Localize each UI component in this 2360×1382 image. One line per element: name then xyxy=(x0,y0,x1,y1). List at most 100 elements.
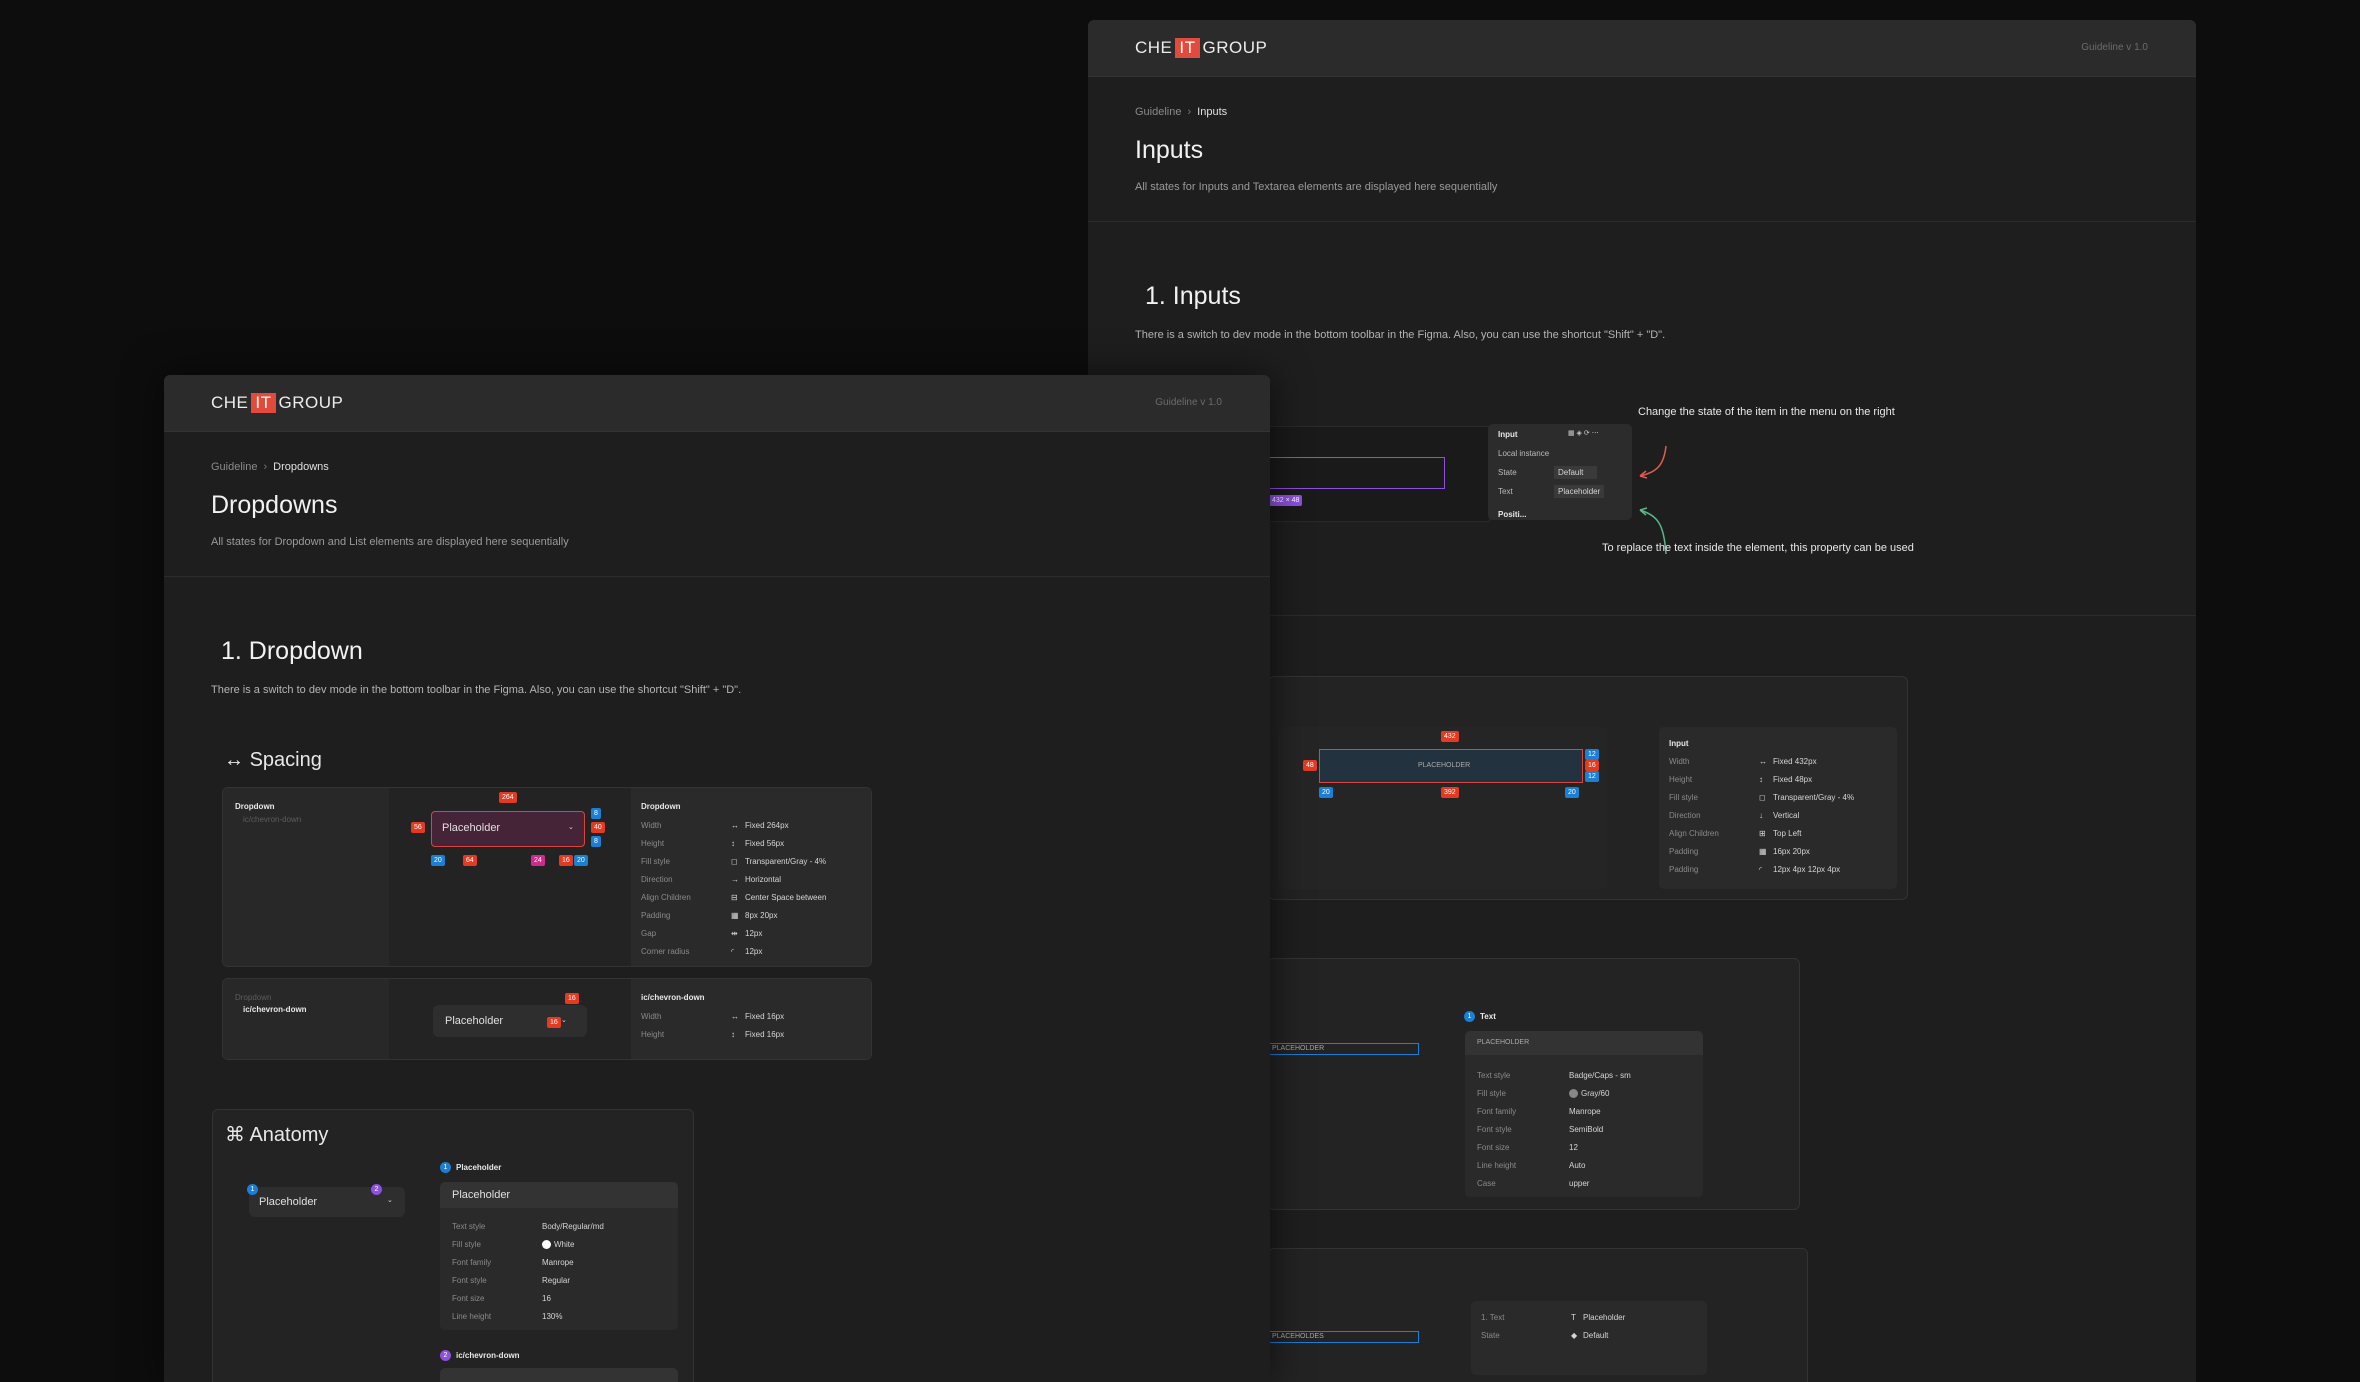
prop-value: Badge/Caps - sm xyxy=(1569,1071,1631,1080)
prop-value: Transparent/Gray - 4% xyxy=(1773,793,1855,802)
breadcrumb-current: Inputs xyxy=(1197,106,1228,118)
anatomy-preview-text: Placeholder xyxy=(259,1196,318,1208)
figma-properties-panel: Input ▦ ◈ ⟳ ⋯ Local instance State Defau… xyxy=(1488,424,1632,520)
prop-value: 12 xyxy=(1569,1143,1578,1152)
padding-icon: ▦ xyxy=(1759,847,1767,856)
prop-label: Line height xyxy=(452,1312,492,1321)
padding-tag: 12 xyxy=(1585,749,1599,760)
divider xyxy=(1088,221,2196,222)
align-icon: ⊞ xyxy=(1759,829,1766,838)
padding-icon: ▦ xyxy=(731,911,739,920)
align-icon: ⊟ xyxy=(731,893,738,902)
chevron-right-icon: › xyxy=(263,461,268,473)
prop-value: Gray/60 xyxy=(1581,1089,1610,1098)
prop-label: Text style xyxy=(452,1222,486,1231)
item-number-badge: 1 xyxy=(1464,1011,1475,1022)
prop-label: Padding xyxy=(1669,865,1699,874)
prop-label: Font style xyxy=(1477,1125,1512,1134)
breadcrumb-root[interactable]: Guideline xyxy=(1135,106,1182,118)
section-title: 1. Inputs xyxy=(1145,282,1241,310)
prop-value: Fixed 56px xyxy=(745,839,785,848)
row: Align Children ⊞ Top Left xyxy=(1659,829,1897,847)
prop-label: Fill style xyxy=(641,857,670,866)
prop-value: 16px 20px xyxy=(1773,847,1810,856)
figma-canvas-preview: 432 × 48 xyxy=(1268,426,1490,522)
fill-icon: ◻ xyxy=(731,857,738,866)
prop-label: State xyxy=(1481,1331,1500,1340)
selected-input-outline xyxy=(1269,457,1445,489)
row: Padding ◜ 12px 4px 12px 4px xyxy=(1659,865,1897,883)
divider xyxy=(1088,615,2196,616)
command-icon: ⌘ xyxy=(225,1124,245,1146)
prop-label: Align Children xyxy=(641,893,691,902)
prop-value: Center Space between xyxy=(745,893,827,902)
prop-value: White xyxy=(554,1240,575,1249)
inner-width-tag: 392 xyxy=(1441,787,1459,798)
panel-toolbar-icons[interactable]: ▦ ◈ ⟳ ⋯ xyxy=(1568,430,1599,437)
prop-label: Font size xyxy=(1477,1143,1510,1152)
input-spacing-card: PLACEHOLDER 432 48 12 16 12 20 392 20 In… xyxy=(1268,676,1908,900)
anatomy-heading: ⌘ Anatomy xyxy=(225,1122,328,1147)
height-icon: ↕ xyxy=(731,839,735,848)
width-tag: 264 xyxy=(499,792,517,803)
prop-value: Horizontal xyxy=(745,875,782,884)
item-number-badge: 1 xyxy=(440,1162,451,1173)
input-preview-placeholder: PLACEHOLDER xyxy=(1418,762,1471,769)
logo-text-it: IT xyxy=(251,393,276,413)
prop-label: Direction xyxy=(1669,811,1701,820)
row: Fill style ◻ Transparent/Gray - 4% xyxy=(1659,793,1897,811)
prop-value: 8px 20px xyxy=(745,911,778,920)
direction-icon: → xyxy=(731,875,739,884)
dropdown-preview-text: Placeholder xyxy=(442,822,501,834)
spacing-heading: ↔ Spacing xyxy=(224,749,322,772)
section-title: 1. Dropdown xyxy=(221,637,363,665)
prop-label: Width xyxy=(641,821,662,830)
text-property-input[interactable]: Placeholder xyxy=(1554,485,1605,498)
local-instance-label[interactable]: Local instance xyxy=(1498,449,1550,458)
page-header: CHE IT GROUP Guideline v 1.0 xyxy=(1088,20,2196,77)
height-icon: ↕ xyxy=(1759,775,1763,784)
padding-tag: 16 xyxy=(1585,760,1599,771)
page-subtitle: All states for Dropdown and List element… xyxy=(211,536,569,548)
arrows-horizontal-icon: ↔ xyxy=(224,749,244,771)
prop-value: Body/Regular/md xyxy=(542,1222,604,1231)
padding-tag: 12 xyxy=(1585,771,1599,782)
prop-value: Default xyxy=(1583,1331,1609,1340)
preview-placeholder: PLACEHOLDER xyxy=(1477,1039,1530,1046)
logo-text-post: GROUP xyxy=(1202,38,1268,57)
anatomy-marker-1: 1 xyxy=(247,1184,258,1195)
prop-value: Placeholder xyxy=(1583,1313,1626,1322)
state-select[interactable]: Default xyxy=(1554,466,1598,479)
logo-text-post: GROUP xyxy=(278,393,344,412)
row: Width ↔ Fixed 432px xyxy=(1659,757,1897,775)
layer-tree: Dropdown ic/chevron-down xyxy=(223,788,389,966)
prop-value: Vertical xyxy=(1773,811,1800,820)
item-title: Text xyxy=(1480,1012,1496,1021)
chevron-down-icon: ⌄ xyxy=(387,1197,393,1204)
anatomy-card: ⌘ Anatomy Placeholder ⌄ 1 2 1 Placeholde… xyxy=(212,1109,694,1382)
tree-node[interactable]: Dropdown xyxy=(235,802,275,811)
divider xyxy=(164,576,1270,577)
brand-logo[interactable]: CHE IT GROUP xyxy=(211,393,343,413)
prop-value: Fixed 432px xyxy=(1773,757,1817,766)
radius-icon: ◜ xyxy=(1759,865,1763,874)
padding-tag: 8 xyxy=(591,836,601,847)
padding-tag: 20 xyxy=(431,855,445,866)
prop-value: 12px 4px 12px 4px xyxy=(1773,865,1841,874)
anatomy-text-properties: Placeholder Text style Body/Regular/md F… xyxy=(440,1182,678,1330)
prop-value: 12px xyxy=(745,929,763,938)
anatomy-preview-field: Placeholder ⌄ xyxy=(249,1187,405,1217)
props-field-preview-text: PLACEHOLDES xyxy=(1272,1333,1324,1340)
component-properties: 1. Text T Placeholder State ◆ Default xyxy=(1471,1301,1707,1375)
breadcrumb-root[interactable]: Guideline xyxy=(211,461,258,473)
prop-label: Case xyxy=(1477,1179,1496,1188)
anatomy-marker-2: 2 xyxy=(371,1184,382,1195)
spacing-properties: Dropdown Width ↔ Fixed 264px Height ↕ Fi… xyxy=(631,788,871,966)
tree-child[interactable]: ic/chevron-down xyxy=(243,815,302,824)
tree-child[interactable]: ic/chevron-down xyxy=(243,1005,307,1014)
props-field-preview: PLACEHOLDES xyxy=(1269,1331,1419,1343)
tree-node[interactable]: Dropdown xyxy=(235,993,272,1002)
brand-logo[interactable]: CHE IT GROUP xyxy=(1135,38,1267,58)
version-label: Guideline v 1.0 xyxy=(2081,42,2148,53)
row: Padding ▦ 16px 20px xyxy=(1659,847,1897,865)
